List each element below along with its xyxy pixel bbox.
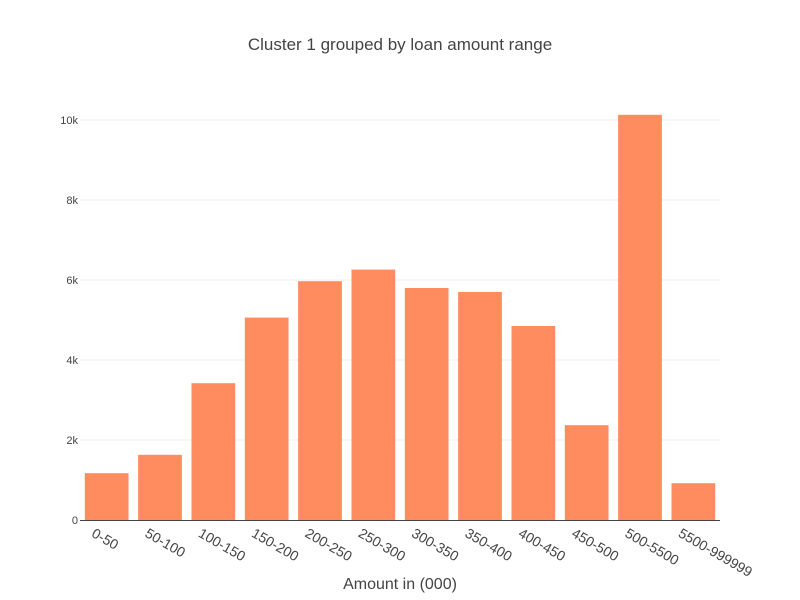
bars-layer bbox=[84, 114, 716, 521]
x-tick-label: 100-150 bbox=[196, 525, 249, 565]
bar-200-250[interactable] bbox=[298, 281, 342, 520]
bar-100-150[interactable] bbox=[191, 383, 236, 520]
x-tick-label: 250-300 bbox=[356, 525, 409, 565]
y-tick-label: 6k bbox=[66, 275, 78, 287]
x-tick-label: 450-500 bbox=[569, 525, 622, 565]
grid-layer bbox=[80, 119, 720, 441]
y-tick-label: 8k bbox=[66, 195, 78, 207]
bar-300-350[interactable] bbox=[404, 288, 449, 520]
x-tick-label: 500-5500 bbox=[623, 525, 682, 569]
x-tick-label: 0-50 bbox=[89, 525, 121, 553]
x-tick-label: 50-100 bbox=[143, 525, 189, 561]
bar-500-5500[interactable] bbox=[618, 114, 662, 521]
bar-250-300[interactable] bbox=[351, 269, 396, 520]
bar-450-500[interactable] bbox=[564, 425, 609, 520]
x-tick-label: 350-400 bbox=[463, 525, 516, 565]
x-tick-label: 300-350 bbox=[409, 525, 462, 565]
chart-title: Cluster 1 grouped by loan amount range bbox=[248, 35, 552, 54]
y-tick-label: 4k bbox=[66, 355, 78, 367]
x-tick-labels: 0-50 50-100 100-150 150-200 200-250 250-300 30… bbox=[89, 525, 755, 580]
x-tick-label: 150-200 bbox=[249, 525, 302, 565]
y-tick-label: 0 bbox=[72, 515, 78, 527]
x-tick-label: 200-250 bbox=[303, 525, 356, 565]
x-tick-label: 5500-999999 bbox=[676, 525, 756, 580]
bar-0-50[interactable] bbox=[84, 473, 129, 520]
bar-50-100[interactable] bbox=[138, 454, 182, 520]
x-axis-title: Amount in (000) bbox=[343, 576, 457, 593]
bar-5500-999999[interactable] bbox=[671, 483, 716, 520]
bar-350-400[interactable] bbox=[458, 292, 502, 520]
y-tick-label: 2k bbox=[66, 435, 78, 447]
x-tick-label: 400-450 bbox=[516, 525, 569, 565]
bar-150-200[interactable] bbox=[244, 317, 289, 520]
y-tick-label: 10k bbox=[60, 115, 78, 127]
bar-400-450[interactable] bbox=[511, 326, 556, 520]
y-tick-labels: 0 2k 4k 6k 8k 10k bbox=[60, 115, 78, 527]
